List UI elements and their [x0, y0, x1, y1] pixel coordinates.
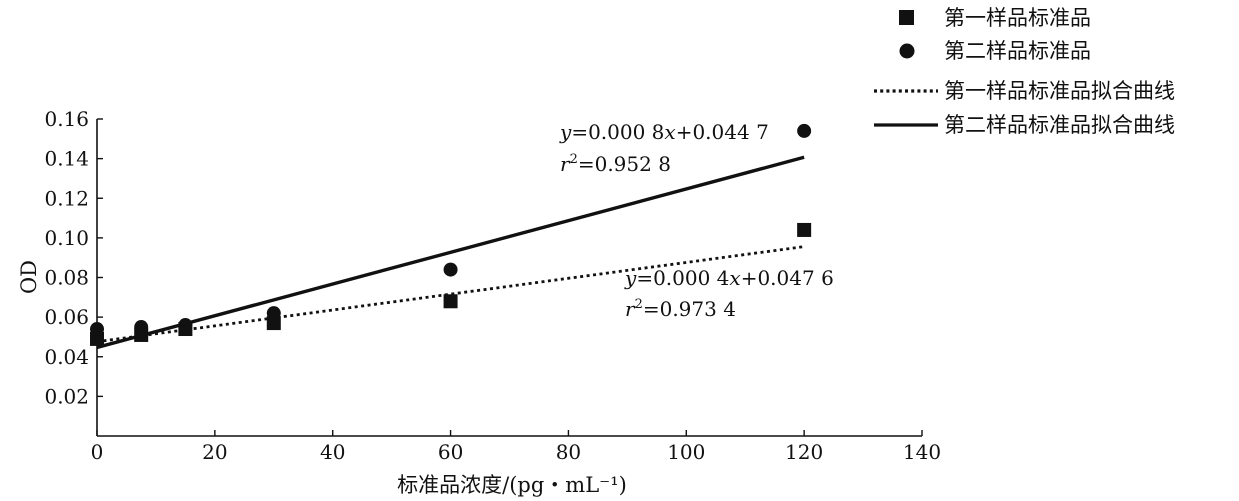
data-points — [90, 123, 812, 346]
legend-circle-marker — [899, 43, 915, 59]
x-tick-label: 100 — [667, 440, 705, 464]
x-tick-label: 120 — [785, 440, 823, 464]
x-tick-label: 80 — [556, 440, 581, 464]
r2-second-fit: r2=0.952 8 — [560, 152, 671, 176]
x-tick-label: 20 — [202, 440, 227, 464]
y-tick-label: 0.06 — [44, 305, 89, 329]
data-point-circle — [797, 123, 812, 138]
y-tick-label: 0.14 — [44, 147, 89, 171]
legend-label-first-sample: 第一样品标准品 — [944, 6, 1091, 30]
y-tick-label: 0.04 — [44, 345, 89, 369]
data-point-square — [266, 316, 281, 331]
r2-first-fit: r2=0.973 4 — [625, 297, 736, 321]
y-tick-label: 0.12 — [44, 186, 89, 210]
data-point-square — [797, 222, 812, 237]
legend-label-second-sample: 第二样品标准品 — [944, 39, 1091, 63]
fit-line-solid — [96, 155, 805, 350]
data-point-circle — [443, 262, 458, 277]
x-axis-label: 标准品浓度/(pg・mL⁻¹) — [397, 473, 627, 497]
axes: 0 20 40 60 80 100 120 140 0.02 0.04 0.06 0.08 0.10 0.… — [44, 107, 941, 464]
x-tick-label: 0 — [91, 440, 104, 464]
data-point-circle — [178, 318, 193, 333]
equation-first-fit: y=0.000 4x+0.047 6 — [624, 266, 834, 290]
data-point-square — [443, 294, 458, 309]
legend-square-marker — [899, 10, 914, 25]
legend-label-first-fit: 第一样品标准品拟合曲线 — [944, 79, 1175, 103]
data-point-circle — [266, 306, 281, 321]
y-tick-label: 0.16 — [44, 107, 89, 131]
y-tick-label: 0.02 — [44, 384, 89, 408]
fit-line-dotted — [96, 245, 805, 344]
legend-label-second-fit: 第二样品标准品拟合曲线 — [944, 113, 1175, 137]
x-tick-label: 40 — [320, 440, 345, 464]
equation-second-fit: y=0.000 8x+0.044 7 — [559, 120, 769, 144]
data-point-circle — [90, 322, 104, 337]
fit-lines — [96, 155, 805, 350]
data-point-square — [90, 331, 104, 346]
x-tick-label: 140 — [903, 440, 941, 464]
y-tick-label: 0.10 — [44, 226, 89, 250]
x-tick-label: 60 — [438, 440, 463, 464]
y-axis-label: OD — [17, 260, 41, 294]
legend: 第一样品标准品 第二样品标准品 第一样品标准品拟合曲线 第二样品标准品拟合曲线 — [874, 6, 1175, 137]
y-tick-label: 0.08 — [44, 266, 89, 290]
data-point-circle — [134, 320, 149, 335]
